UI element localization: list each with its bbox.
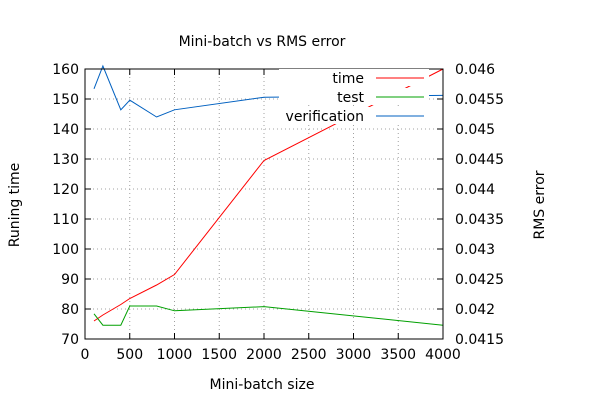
y2-tick-label: 0.042 (455, 302, 495, 318)
tick-layer (84, 68, 444, 340)
legend-label-test: test (337, 90, 364, 106)
series-layer (93, 64, 444, 326)
y2-tick-label: 0.0415 (455, 332, 504, 348)
x-tick-label: 1000 (157, 347, 193, 363)
y2-tick-label: 0.043 (455, 242, 495, 258)
x-tick-label: 3500 (380, 347, 416, 363)
y-tick-label: 150 (52, 92, 79, 108)
series-line-time (93, 68, 444, 322)
x-tick-label: 3000 (336, 347, 372, 363)
legend: time test verification (279, 69, 429, 125)
tick-label-layer: 0 500 1000 1500 2000 2500 3000 3500 4000 70 80 90 10… (52, 62, 504, 363)
series-line-test (93, 305, 444, 326)
legend-background (279, 69, 429, 86)
legend-background (279, 88, 429, 105)
y2-tick-label: 0.0425 (455, 272, 504, 288)
y2-tick-label: 0.0455 (455, 92, 504, 108)
series-line-verification (93, 64, 444, 118)
y-tick-label: 130 (52, 152, 79, 168)
x-tick-label: 500 (116, 347, 143, 363)
legend-label-time: time (332, 71, 364, 87)
y2-tick-label: 0.045 (455, 122, 495, 138)
x-tick-label: 4000 (425, 347, 461, 363)
y2-tick-label: 0.0435 (455, 212, 504, 228)
legend-label-verification: verification (286, 109, 364, 125)
x-tick-label: 2500 (291, 347, 327, 363)
y-axis-label: Runing time (7, 163, 23, 248)
y-tick-label: 90 (61, 272, 79, 288)
y2-axis-label: RMS error (532, 170, 548, 239)
chart-title: Mini-batch vs RMS error (179, 34, 346, 50)
legend-background (279, 107, 429, 124)
x-tick-label: 1500 (201, 347, 237, 363)
y-tick-label: 70 (61, 332, 79, 348)
x-tick-label: 2000 (246, 347, 282, 363)
y2-tick-label: 0.046 (455, 62, 495, 78)
y-tick-label: 120 (52, 182, 79, 198)
y-tick-label: 100 (52, 242, 79, 258)
y-tick-label: 80 (61, 302, 79, 318)
y-tick-label: 140 (52, 122, 79, 138)
y2-tick-label: 0.0445 (455, 152, 504, 168)
y-tick-label: 110 (52, 212, 79, 228)
x-tick-label: 0 (81, 347, 90, 363)
x-axis-label: Mini-batch size (210, 377, 315, 393)
y-tick-label: 160 (52, 62, 79, 78)
y2-tick-label: 0.044 (455, 182, 495, 198)
